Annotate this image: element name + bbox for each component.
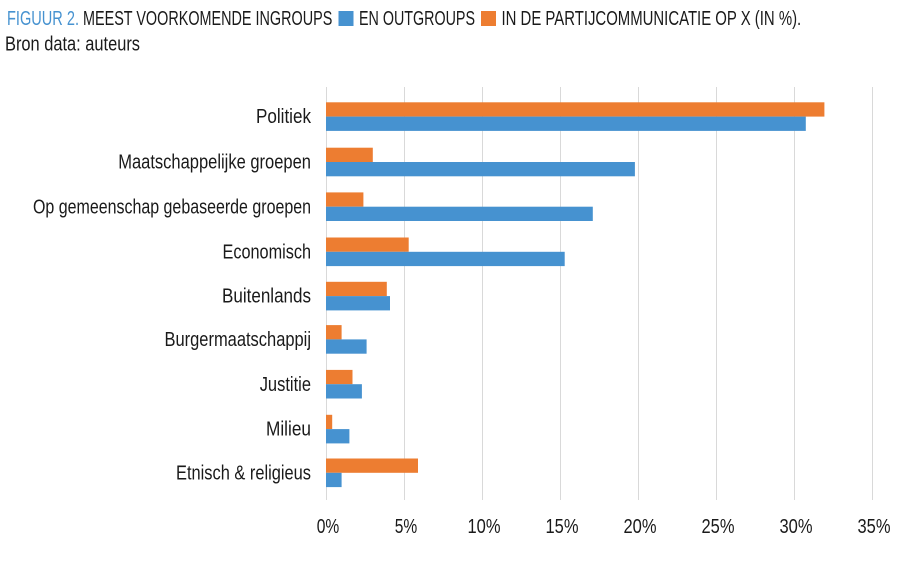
svg-text:Justitie: Justitie	[260, 374, 311, 396]
svg-text:5%: 5%	[395, 516, 418, 538]
svg-text:Economisch: Economisch	[223, 241, 312, 263]
svg-text:35%: 35%	[858, 516, 891, 538]
svg-text:MEEST VOORKOMENDE INGROUPS: MEEST VOORKOMENDE INGROUPS	[83, 8, 332, 30]
svg-text:30%: 30%	[780, 516, 813, 538]
svg-text:0%: 0%	[317, 516, 340, 538]
svg-text:FIGUUR 2.: FIGUUR 2.	[7, 8, 79, 30]
svg-text:Bron data: auteurs: Bron data: auteurs	[5, 34, 140, 56]
svg-text:Maatschappelijke groepen: Maatschappelijke groepen	[118, 152, 311, 174]
svg-text:Op gemeenschap gebaseerde groe: Op gemeenschap gebaseerde groepen	[33, 196, 311, 218]
svg-text:IN DE PARTIJCOMMUNICATIE OP X: IN DE PARTIJCOMMUNICATIE OP X (IN %).	[502, 8, 802, 30]
svg-text:Buitenlands: Buitenlands	[222, 286, 311, 308]
svg-text:15%: 15%	[546, 516, 579, 538]
svg-text:20%: 20%	[624, 516, 657, 538]
svg-text:Burgermaatschappij: Burgermaatschappij	[165, 329, 312, 351]
svg-text:25%: 25%	[702, 516, 735, 538]
svg-text:10%: 10%	[468, 516, 501, 538]
svg-text:EN OUTGROUPS: EN OUTGROUPS	[359, 8, 475, 30]
svg-text:Etnisch & religieus: Etnisch & religieus	[176, 462, 311, 484]
svg-text:Politiek: Politiek	[256, 106, 312, 128]
svg-text:Milieu: Milieu	[266, 419, 311, 441]
